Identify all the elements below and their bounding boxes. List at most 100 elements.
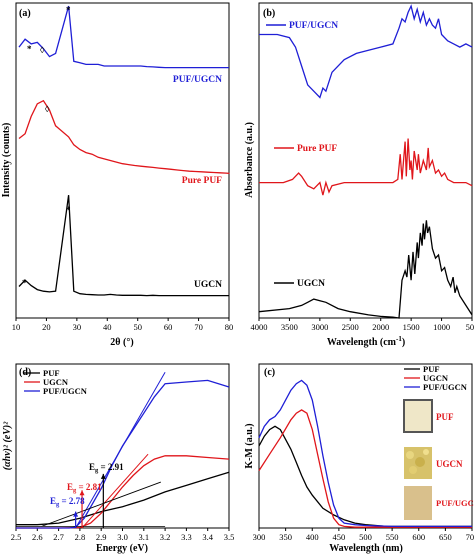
- eg-puf-sub: g: [95, 467, 99, 474]
- panel-b-x-tick-label: 4000: [251, 322, 268, 332]
- marker-star-4: *: [22, 278, 27, 288]
- panel-d-x-tick-label: 3.1: [138, 532, 149, 542]
- inset-label-pufugcn: PUF/UGCN: [436, 498, 474, 508]
- marker-star-2: *: [66, 5, 71, 15]
- panel-d-x-tick-label: 3.5: [224, 532, 235, 542]
- panel-c-x-tick-label: 450: [333, 532, 346, 542]
- panel-a-x-tick-label: 60: [164, 322, 173, 332]
- marker-star-3: *: [66, 205, 71, 215]
- panel-c: (c) 300 350 400 450 500 550 600 650 700 Waveleng…: [244, 363, 474, 554]
- panel-b-series-ugcn: [258, 220, 473, 319]
- panel-c-legend-label-puf: PUF: [423, 364, 440, 374]
- marker-diamond-2: ◊: [45, 104, 50, 114]
- panel-a-name-ugcn: UGCN: [194, 280, 222, 290]
- eg-puf-prefix: E: [89, 462, 95, 472]
- panel-c-x-tick-label: 650: [439, 532, 452, 542]
- inset-label-ugcn: UGCN: [436, 459, 463, 469]
- panel-a-series: [18, 5, 230, 297]
- panel-a-x-tick-label: 10: [12, 322, 21, 332]
- panel-b: (b) 4000 3500 3000 2500 2000 1500 1000 500 Wave…: [244, 2, 474, 348]
- tauc-fit-ugcn: [81, 453, 149, 529]
- panel-b-x-tick-label: 2500: [342, 322, 359, 332]
- eg-pufugcn-value: = 2.78: [59, 496, 85, 506]
- eg-ugcn-sub: g: [73, 487, 77, 494]
- panel-a-frame: [15, 2, 230, 319]
- panel-b-x-tick-label: 1000: [433, 322, 450, 332]
- inset-label-puf: PUF: [436, 412, 454, 422]
- inset-ugcn-granule-2: [415, 457, 425, 467]
- panel-d-x-tick-label: 3.3: [181, 532, 192, 542]
- eg-puf-value: = 2.91: [98, 462, 124, 472]
- marker-star-1: *: [27, 44, 32, 54]
- panel-a-series-ugcn: [18, 195, 229, 297]
- panel-d-legend-label-puf: PUF: [43, 368, 60, 378]
- eg-arrow-ugcn-head: [79, 490, 85, 496]
- panel-d-legend-label-ugcn: UGCN: [43, 377, 69, 387]
- panel-d-x-tick-label: 2.6: [32, 532, 43, 542]
- panel-a: (a) 10 20 30 40 50 60 70 80 2θ (°) Intensity (c…: [1, 2, 234, 348]
- inset-ugcn-granule-1: [406, 451, 414, 459]
- panel-b-x-label-main: Wavelength (cm: [327, 337, 397, 348]
- panel-d-series-puf: [16, 471, 230, 526]
- panel-b-y-label: Absorbance (a.u.): [244, 122, 255, 198]
- panel-c-x-tick-label: 400: [306, 532, 319, 542]
- panel-c-series-puf-ugcn: [258, 379, 472, 528]
- panel-b-name-puf: Pure PUF: [297, 144, 337, 154]
- panel-a-x-tick-label: 30: [73, 322, 82, 332]
- panel-c-x-ticks: 300 350 400 450 500 550 600 650 700: [253, 528, 474, 542]
- panel-d-x-tick-label: 3.4: [202, 532, 213, 542]
- panel-a-series-pure-puf: [18, 99, 230, 175]
- panel-b-x-label-sup: -1: [396, 335, 402, 343]
- panel-a-x-tick-label: 20: [42, 322, 51, 332]
- inset-ugcn-granule-3: [423, 449, 429, 455]
- panel-c-label: (c): [264, 367, 275, 378]
- panel-a-x-tick-label: 70: [194, 322, 203, 332]
- panel-a-name-pufugcn: PUF/UGCN: [173, 75, 222, 85]
- panel-a-x-ticks: 10 20 30 40 50 60 70 80: [12, 318, 234, 332]
- panel-d-x-tick-label: 3.0: [117, 532, 128, 542]
- panel-c-x-tick-label: 350: [279, 532, 292, 542]
- eg-puf-annotation: Eg = 2.91: [89, 462, 124, 474]
- panel-a-x-tick-label: 80: [225, 322, 234, 332]
- panel-a-name-puf: Pure PUF: [182, 176, 222, 186]
- panel-d: (d) 2.5 2.6 2.7 2.8 2.9 3.0 3.1 3.2 3.3 3.4 3.5 En…: [2, 363, 235, 554]
- panel-c-x-tick-label: 600: [412, 532, 425, 542]
- tauc-fit-puf: [41, 481, 161, 527]
- eg-pufugcn-sub: g: [56, 501, 60, 508]
- panel-b-name-pufugcn: PUF/UGCN: [289, 21, 338, 31]
- panel-c-series: [258, 379, 472, 528]
- panel-d-series-puf-ugcn: [16, 379, 230, 529]
- panel-c-legend-label-puf-ugcn: PUF/UGCN: [423, 382, 468, 392]
- marker-diamond-1: ◊: [40, 45, 45, 55]
- eg-arrow-pufugcn-head: [73, 511, 79, 517]
- eg-ugcn-prefix: E: [67, 482, 73, 492]
- panel-b-series-pure-puf: [259, 138, 473, 196]
- panel-d-x-tick-label: 2.7: [53, 532, 64, 542]
- panel-c-series-puf: [258, 425, 472, 528]
- panel-a-y-label: Intensity (counts): [1, 123, 12, 198]
- panel-c-y-label: K-M (a.u.): [244, 423, 255, 468]
- panel-b-x-tick-label: 500: [466, 322, 474, 332]
- panel-c-x-tick-label: 550: [386, 532, 399, 542]
- panel-a-x-tick-label: 50: [133, 322, 142, 332]
- eg-ugcn-value: = 2.81: [76, 482, 102, 492]
- panel-b-label: (b): [263, 8, 275, 19]
- panel-d-legend-label-puf-ugcn: PUF/UGCN: [43, 386, 88, 396]
- panel-c-legend-label-ugcn: UGCN: [423, 373, 449, 383]
- panel-d-x-ticks: 2.5 2.6 2.7 2.8 2.9 3.0 3.1 3.2 3.3 3.4 3.5: [11, 528, 235, 542]
- eg-arrow-puf-head: [100, 473, 106, 479]
- panel-b-frame: [258, 2, 473, 319]
- inset-ugcn-granule-4: [409, 466, 417, 474]
- eg-pufugcn-annotation: Eg = 2.78: [50, 496, 85, 508]
- panel-a-series-puf-ugcn: [18, 5, 229, 69]
- panel-d-x-tick-label: 3.2: [160, 532, 171, 542]
- panel-a-x-tick-label: 40: [103, 322, 112, 332]
- panel-d-y-label: (αhν)² (eV)²: [2, 421, 13, 470]
- inset-photo-puf: [403, 399, 433, 433]
- panel-c-x-tick-label: 500: [359, 532, 372, 542]
- panel-c-x-tick-label: 300: [253, 532, 266, 542]
- panel-c-x-label: Wavelength (nm): [329, 543, 403, 554]
- eg-pufugcn-prefix: E: [50, 496, 56, 506]
